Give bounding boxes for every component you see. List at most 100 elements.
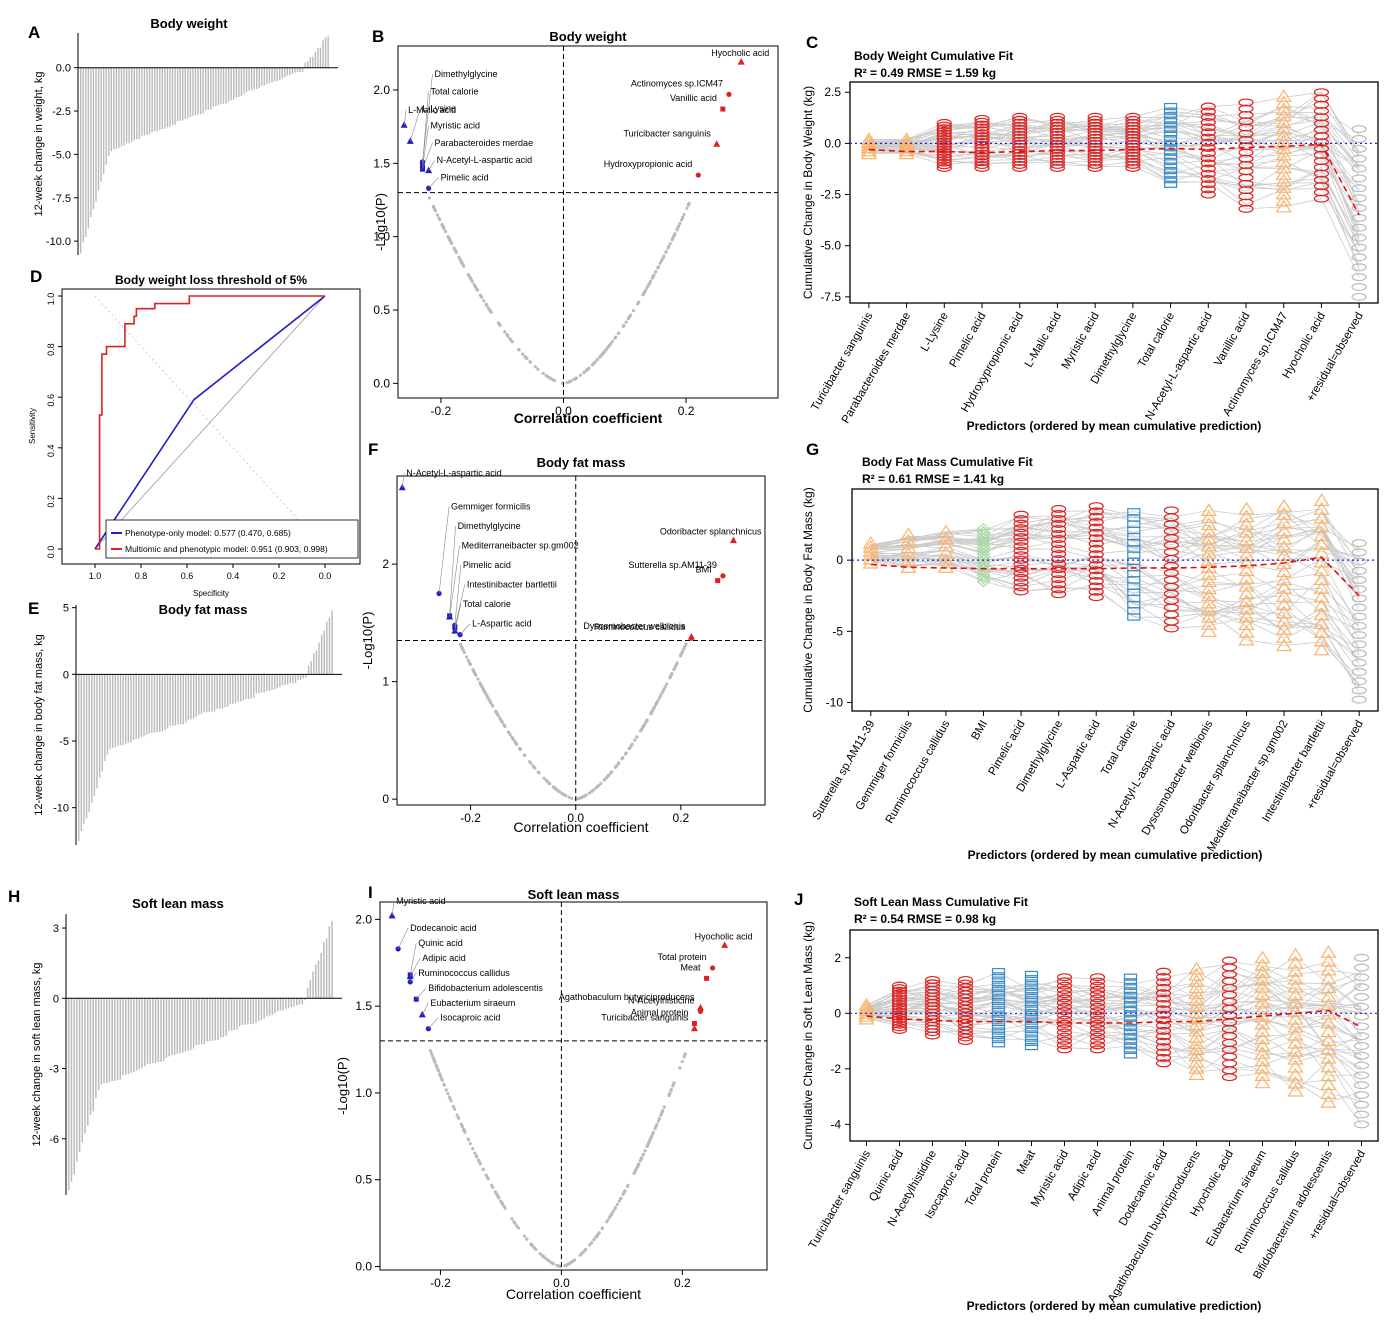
marker-J-12-13 (1254, 980, 1271, 993)
bar-H-8 (89, 998, 92, 1116)
bar-H-90 (312, 971, 314, 999)
marker-J-10-7 (1188, 1023, 1205, 1037)
marker-C-4-3 (1012, 154, 1028, 163)
bar-A-96 (324, 37, 327, 68)
marker-J-10-0 (1188, 1067, 1205, 1080)
marker-G-9-8 (1200, 567, 1218, 580)
null-point-I-126 (525, 1237, 529, 1241)
bar-H-39 (173, 998, 176, 1055)
trajectory-J-32 (866, 974, 1362, 1013)
bar-E-25 (143, 674, 145, 737)
marker-C-2-8 (936, 142, 952, 151)
marker-C-10-17 (1238, 98, 1254, 107)
bar-H-83 (293, 998, 295, 1007)
marker-J-10-14 (1188, 980, 1205, 994)
trajectory-J-33 (866, 1013, 1362, 1057)
null-point-B-192 (479, 295, 483, 299)
marker-J-10-15 (1188, 974, 1205, 987)
marker-G-12-17 (1313, 493, 1330, 506)
bar-E-51 (211, 674, 213, 712)
marker-C-9-10 (1200, 138, 1216, 147)
y-tick-label-C-0: 2.5 (824, 85, 841, 99)
null-point-I-166 (456, 1116, 460, 1120)
label-leader-F-neg-6 (454, 604, 462, 632)
marker-J-4-2 (991, 1031, 1006, 1039)
marker-J-8-1 (1123, 1046, 1138, 1054)
marker-J-12-5 (1254, 1038, 1271, 1052)
bar-A-0 (80, 67, 82, 254)
bar-H-6 (84, 998, 86, 1134)
marker-J-14-9 (1320, 1015, 1337, 1029)
null-point-I-198 (471, 1147, 475, 1151)
marker-J-6-7 (1056, 1015, 1073, 1024)
null-point-F-186 (532, 766, 537, 770)
bar-H-34 (160, 998, 162, 1062)
marker-J-13-14 (1287, 971, 1304, 985)
marker-C-11-11 (1275, 128, 1292, 141)
chart-title-H: Soft lean mass (132, 896, 224, 911)
marker-J-4-16 (991, 972, 1006, 980)
x-tick-label-G-10: Odoribacter splanchnicus (1178, 718, 1253, 837)
null-point-F-185 (670, 672, 674, 676)
null-point-B-214 (505, 333, 510, 338)
marker-G-4-10 (1013, 542, 1029, 551)
bar-E-24 (140, 674, 143, 738)
marker-J-4-9 (991, 1002, 1006, 1010)
null-point-F-194 (552, 786, 557, 790)
marker-C-3-7 (974, 143, 990, 152)
marker-C-6-3 (1087, 154, 1103, 163)
x-tick-label-G-2: Ruminococcus callidus (884, 718, 953, 826)
bar-E-4 (88, 674, 90, 812)
marker-G-4-6 (1013, 560, 1029, 569)
null-point-I-183 (669, 1087, 673, 1092)
bar-E-44 (192, 674, 195, 719)
marker-C-7-13 (1125, 124, 1141, 133)
sig-point-B-pos-3 (713, 140, 721, 147)
null-point-B-198 (460, 260, 464, 265)
bar-H-92 (317, 960, 320, 999)
marker-G-11-2 (1275, 622, 1293, 635)
sig-label-I-neg-4: Ruminococcus callidus (418, 968, 510, 978)
marker-J-7-12 (1089, 994, 1106, 1003)
bar-A-9 (102, 67, 105, 175)
null-point-F-204 (544, 778, 548, 783)
marker-J-0-5 (858, 997, 875, 1011)
roc-curve-0 (94, 295, 326, 550)
marker-J-9-1 (1155, 1053, 1172, 1062)
null-point-B-166 (461, 263, 465, 267)
bar-E-41 (185, 674, 187, 723)
marker-C-2-13 (936, 129, 952, 138)
trajectory-C-35 (868, 124, 1360, 212)
marker-C-11-5 (1275, 167, 1292, 180)
marker-C-3-2 (974, 158, 990, 167)
marker-C-4-12 (1012, 127, 1028, 136)
sig-label-F-pos-3: Dysosmobacter welbionis (583, 621, 686, 631)
trajectory-J-19 (866, 961, 1362, 1008)
marker-J-6-14 (1056, 985, 1073, 994)
bar-E-96 (328, 617, 331, 675)
bar-E-21 (132, 674, 135, 740)
null-point-I-202 (515, 1224, 519, 1228)
bar-E-59 (232, 674, 234, 705)
marker-J-7-3 (1089, 1032, 1106, 1041)
bar-E-11 (106, 674, 109, 755)
bar-A-64 (243, 67, 245, 94)
null-point-F-180 (466, 658, 470, 662)
null-point-B-53 (645, 286, 649, 290)
marker-J-13-17 (1287, 947, 1304, 961)
marker-C-13-7 (1351, 223, 1367, 232)
bar-E-45 (195, 674, 197, 717)
marker-G-2-4 (937, 531, 955, 545)
marker-G-5-6 (1051, 560, 1067, 569)
null-point-B-216 (440, 223, 444, 227)
bar-E-15 (117, 674, 119, 746)
marker-G-5-11 (1051, 535, 1067, 544)
trajectory-J-3 (866, 1018, 1362, 1102)
y-tick-label-J-0: 2 (834, 951, 841, 965)
marker-G-6-8 (1088, 550, 1104, 559)
null-point-F-177 (595, 785, 599, 789)
bar-E-36 (172, 674, 174, 726)
bar-E-16 (119, 674, 122, 746)
sig-point-I-pos-0 (721, 941, 729, 948)
marker-J-5-8 (1024, 1009, 1039, 1017)
